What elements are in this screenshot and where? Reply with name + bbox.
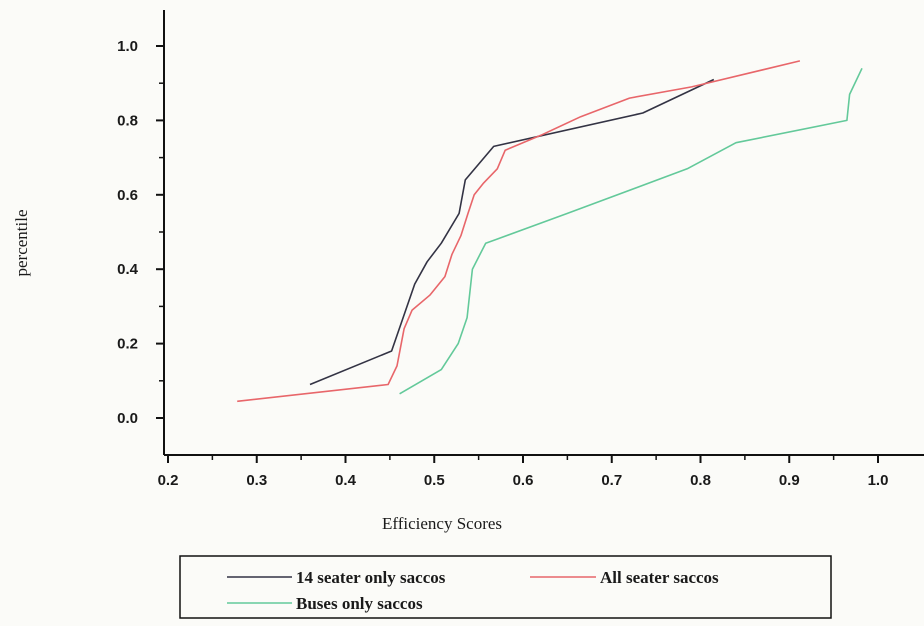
y-tick-label: 0.0	[117, 410, 138, 427]
legend-box	[179, 555, 832, 619]
x-tick-label: 0.2	[158, 472, 179, 489]
legend-label-buses: Buses only saccos	[296, 594, 423, 613]
x-tick-label: 0.3	[246, 472, 267, 489]
series-line-all-seater	[237, 60, 801, 403]
series-layer	[237, 60, 863, 403]
x-tick-label: 0.4	[335, 472, 357, 489]
x-tick-label: 0.9	[779, 472, 800, 489]
legend: 14 seater only saccos All seater saccos …	[179, 555, 832, 619]
y-ticks: 0.0 0.2 0.4 0.6 0.8 1.0	[117, 38, 164, 427]
x-ticks: 0.2 0.3 0.4 0.5 0.6 0.7 0.8 0.9 1.0	[158, 455, 889, 489]
y-tick-label: 0.2	[117, 336, 138, 353]
y-tick-label: 0.8	[117, 112, 138, 129]
x-tick-label: 0.7	[601, 472, 622, 489]
x-tick-label: 0.5	[424, 472, 445, 489]
series-line-14-seater	[309, 78, 715, 386]
y-tick-label: 1.0	[117, 38, 138, 55]
x-tick-label: 0.6	[513, 472, 534, 489]
legend-label-14-seater: 14 seater only saccos	[296, 568, 446, 587]
legend-label-all-seater: All seater saccos	[600, 568, 719, 587]
y-axis-title: percentile	[12, 209, 31, 276]
x-axis-title: Efficiency Scores	[382, 514, 502, 533]
y-tick-label: 0.4	[117, 261, 139, 278]
y-tick-label: 0.6	[117, 187, 138, 204]
series-line-buses	[399, 67, 863, 395]
x-tick-label: 1.0	[868, 472, 889, 489]
axes: 0.0 0.2 0.4 0.6 0.8 1.0 0.2 0.3 0.4 0.5 0.6 0.7 0.8…	[117, 10, 924, 489]
x-tick-label: 0.8	[690, 472, 711, 489]
